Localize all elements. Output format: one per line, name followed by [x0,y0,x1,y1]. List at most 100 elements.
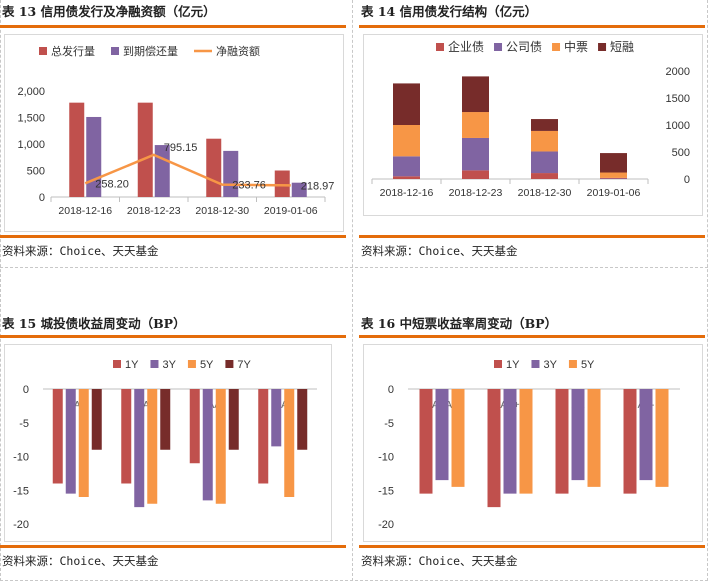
y-tick-label: 1,500 [17,113,45,125]
bar [137,102,153,197]
x-tick-label: 2018-12-30 [518,187,572,199]
chart-urban-investment-yield-change: 0 -5 -10 -15 -20 AAA AA+ AA AA- 1Y 3Y 5Y 7Y [13,359,317,531]
bar [52,389,63,484]
bar [206,138,222,197]
source-note: 资料来源：Choice、天天基金 [2,244,159,258]
y-tick-label: 1000 [666,120,690,132]
y-tick-label: -10 [13,452,29,464]
bar [202,389,213,501]
bar-segment [462,137,489,171]
title-rule [359,335,705,338]
bar [69,102,85,197]
bar [271,389,282,447]
legend-label: 5Y [200,359,214,371]
x-tick-label: 2018-12-23 [127,205,181,217]
table-grid-line-middle [0,267,708,268]
bar [487,389,501,508]
bar [623,389,637,494]
net-financing-line [84,153,291,187]
y-tick-label: -5 [19,418,29,430]
bar [655,389,669,487]
y-tick-label: 500 [672,147,690,159]
bar-segment [600,153,627,173]
legend-label: 企业债 [448,39,484,54]
bar [258,389,269,484]
y-tick-label: 2000 [666,66,690,78]
bar [587,389,601,487]
y-tick-label: 0 [684,174,690,186]
bar [297,389,308,450]
bar-segment [393,125,420,157]
source-note: 资料来源：Choice、天天基金 [361,244,518,258]
bar [639,389,653,481]
source-rule [359,545,705,548]
data-label: 233.76 [232,180,266,192]
legend-label: 5Y [581,359,595,371]
legend-swatch [187,360,196,368]
y-tick-label: 2,000 [17,86,45,98]
source-rule [359,235,705,238]
category-label: AAA [67,400,87,411]
y-tick-label: 0 [388,384,394,396]
bar-segment [462,76,489,113]
chart-box: 2,000 1,500 1,000 500 0 2018-12-16 2018-12-23 2… [4,34,344,232]
bar-segment [393,83,420,125]
bar [78,389,89,497]
bar-segment [393,156,420,177]
legend-label: 到期偿还量 [123,44,178,58]
legend-label: 7Y [237,359,251,371]
chart-issuance-structure: 2000 1500 1000 500 0 2018-12-16 2018-12-23 2018… [371,39,690,199]
table-grid-line-left [0,0,1,581]
bar-segment [600,178,627,179]
x-tick-label: 2018-12-30 [195,205,249,217]
bar-segment [393,176,420,179]
bar [160,389,171,450]
y-tick-label: -10 [378,452,394,464]
source-note: 资料来源：Choice、天天基金 [2,554,159,568]
bar-segment [462,170,489,179]
legend-swatch [531,360,540,368]
legend-label: 3Y [543,359,557,371]
panel-title: 表 13 信用债发行及净融资额（亿元） [2,4,216,19]
y-tick-label: -20 [378,519,394,531]
bar-segment [531,119,558,131]
bar-segment [600,172,627,178]
bar-segment [531,130,558,152]
bar [435,389,449,481]
title-rule [0,335,346,338]
category-label: AA- [274,400,291,411]
data-label: 258.20 [95,178,129,190]
legend-label: 公司债 [506,40,542,54]
legend-swatch [39,47,47,55]
x-tick-label: 2018-12-23 [449,187,503,199]
panel-title: 表 16 中短票收益率周变动（BP） [361,316,558,331]
bar-segment [531,151,558,174]
y-tick-label: 1500 [666,93,690,105]
legend-label: 3Y [162,359,176,371]
source-rule [0,235,346,238]
legend-label: 净融资额 [216,44,260,58]
bar [503,389,517,494]
x-tick-label: 2018-12-16 [58,205,112,217]
legend-swatch [111,47,119,55]
panel-table-16: 表 16 中短票收益率周变动（BP） 0-5-10-15-20AAAAA+AAA… [359,312,705,580]
legend-label: 短融 [610,40,634,54]
y-tick-label: -15 [13,485,29,497]
source-note: 资料来源：Choice、天天基金 [361,554,518,568]
y-tick-label: 1,000 [17,139,45,151]
chart-box: 2000 1500 1000 500 0 2018-12-16 2018-12-23 2018… [363,34,703,216]
x-tick-label: 2019-01-06 [264,205,318,217]
bar [571,389,585,481]
y-tick-label: -5 [384,418,394,430]
legend-swatch [552,43,561,51]
bar [284,389,295,497]
bar [215,389,226,504]
bar [419,389,433,494]
bar-segment [600,177,627,179]
y-tick-label: 0 [39,192,45,204]
legend-swatch [494,43,503,51]
legend-label: 中票 [564,39,588,54]
panel-table-14: 表 14 信用债发行结构（亿元） 2000 1500 1000 500 0 2018-12… [359,0,705,268]
legend-swatch [568,360,577,368]
